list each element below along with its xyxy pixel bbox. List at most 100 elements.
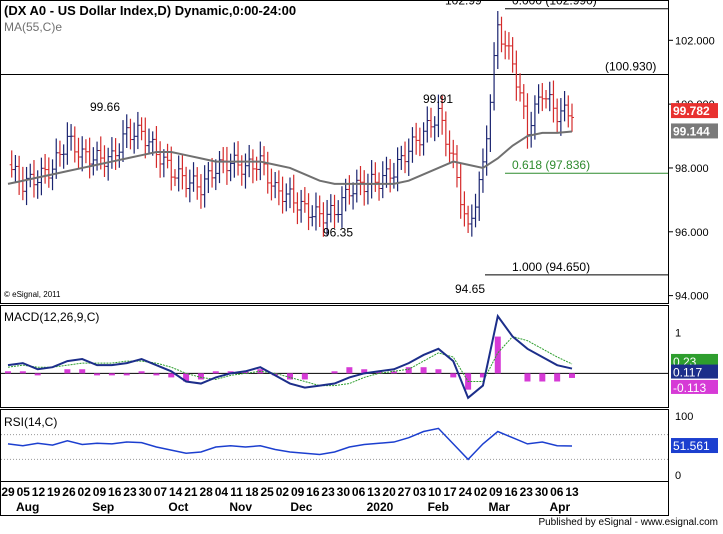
price-bar — [547, 81, 552, 112]
price-bar — [150, 131, 155, 156]
x-month-label: Feb — [428, 500, 449, 514]
price-bar — [440, 95, 445, 135]
price-bar — [373, 162, 378, 192]
x-day-label: 09 — [489, 485, 503, 499]
price-bar — [113, 138, 118, 170]
macd-histogram-bar — [301, 373, 308, 380]
price-bar — [399, 145, 404, 170]
x-day-label: 02 — [276, 485, 290, 499]
fib-level-lines — [1, 8, 668, 276]
x-day-label: 13 — [367, 485, 381, 499]
price-annotation: 96.35 — [323, 226, 353, 240]
price-bar — [269, 168, 274, 201]
rsi-tag-box — [671, 438, 718, 454]
macd-histogram-bar — [450, 373, 457, 378]
price-bar — [57, 140, 62, 167]
macd-histogram-bar — [79, 369, 86, 374]
price-bar — [80, 136, 85, 172]
footer-text: Published by eSignal - www.esignal.com — [538, 517, 718, 528]
price-bars — [9, 11, 574, 237]
price-bar — [477, 171, 482, 221]
price-y-tick-label: 96.000 — [675, 227, 709, 239]
price-bar — [69, 124, 74, 151]
macd-histogram-bar — [138, 371, 145, 374]
price-bar — [451, 139, 456, 169]
macd-histogram-bar — [242, 371, 249, 374]
price-bar — [124, 114, 129, 149]
macd-histogram-bar — [5, 371, 11, 374]
x-month-label: Aug — [16, 500, 39, 514]
price-bar — [473, 193, 478, 228]
macd-histogram-bar — [34, 373, 41, 376]
price-bar — [317, 195, 322, 227]
x-day-label: 30 — [535, 485, 549, 499]
price-bar — [555, 98, 560, 133]
x-day-label: 23 — [123, 485, 137, 499]
price-bar — [132, 122, 137, 154]
price-bar — [551, 80, 556, 123]
price-bar — [388, 159, 393, 193]
price-tag-label: 99.782 — [673, 104, 710, 118]
price-bar — [106, 147, 111, 181]
price-tag-label: 99.144 — [673, 124, 710, 138]
price-bar — [154, 126, 159, 168]
price-bar — [447, 130, 452, 164]
price-bar — [325, 199, 330, 237]
macd-histogram-bar — [168, 373, 175, 378]
price-bar — [198, 174, 203, 209]
price-bar — [232, 142, 237, 178]
macd-histogram-bar — [212, 371, 219, 374]
macd-tag-label: 0.117 — [673, 366, 702, 380]
rsi-line — [7, 427, 573, 461]
price-annotation: 99.66 — [90, 100, 120, 114]
x-day-label: 30 — [139, 485, 153, 499]
macd-tag-box — [671, 364, 718, 379]
price-bar — [495, 11, 500, 70]
price-bar — [276, 170, 281, 206]
price-bar — [239, 155, 244, 186]
rsi-plot — [1, 427, 668, 461]
price-annotation: 102.99 — [445, 0, 482, 8]
price-bar — [76, 137, 81, 169]
price-bar — [380, 161, 385, 199]
macd-histogram-bar — [331, 371, 338, 374]
price-bar — [403, 141, 408, 174]
price-bar — [121, 120, 126, 162]
price-annotation: 99.91 — [423, 92, 453, 106]
macd-histogram-bar — [494, 336, 501, 374]
price-bar — [161, 149, 166, 178]
macd-y-tick-label: 1 — [675, 328, 681, 340]
x-day-label: 21 — [184, 485, 198, 499]
price-bar — [484, 125, 489, 176]
x-day-label: 16 — [504, 485, 518, 499]
price-bar — [499, 16, 504, 53]
price-bar — [9, 150, 14, 178]
price-bar — [510, 37, 515, 73]
price-bar — [243, 153, 248, 189]
price-bar — [332, 194, 337, 228]
macd-histogram-bar — [197, 373, 204, 380]
x-day-label: 29 — [1, 485, 15, 499]
price-bar — [414, 122, 419, 155]
ma-series-line — [7, 130, 573, 185]
price-bar — [65, 122, 70, 165]
macd-histogram-bar — [287, 373, 293, 380]
price-bar — [480, 148, 485, 193]
price-bar — [236, 141, 241, 176]
price-bar — [351, 182, 356, 210]
x-day-label: 10 — [428, 485, 442, 499]
price-bar — [295, 192, 300, 225]
macd-histogram-bar — [361, 369, 368, 374]
macd-label: MACD(12,26,9,C) — [4, 310, 99, 324]
x-day-label: 25 — [260, 485, 274, 499]
price-bar — [506, 32, 511, 60]
price-bar — [302, 187, 307, 213]
x-day-label: 26 — [62, 485, 76, 499]
price-bar — [532, 95, 537, 140]
x-day-label: 30 — [337, 485, 351, 499]
macd-histogram-bar — [539, 373, 546, 382]
macd-histogram-bar — [94, 373, 101, 376]
x-day-label: 07 — [154, 485, 168, 499]
macd-line — [7, 313, 573, 400]
